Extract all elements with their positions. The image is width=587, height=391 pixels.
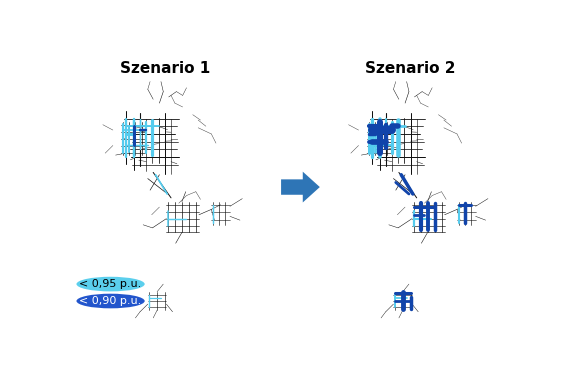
Polygon shape [281, 172, 320, 203]
Ellipse shape [76, 294, 144, 308]
Text: < 0,95 p.u.: < 0,95 p.u. [79, 279, 141, 289]
Text: Szenario 1: Szenario 1 [120, 61, 210, 76]
Ellipse shape [76, 277, 144, 291]
Text: < 0,90 p.u.: < 0,90 p.u. [79, 296, 141, 306]
Text: Szenario 2: Szenario 2 [365, 61, 456, 76]
